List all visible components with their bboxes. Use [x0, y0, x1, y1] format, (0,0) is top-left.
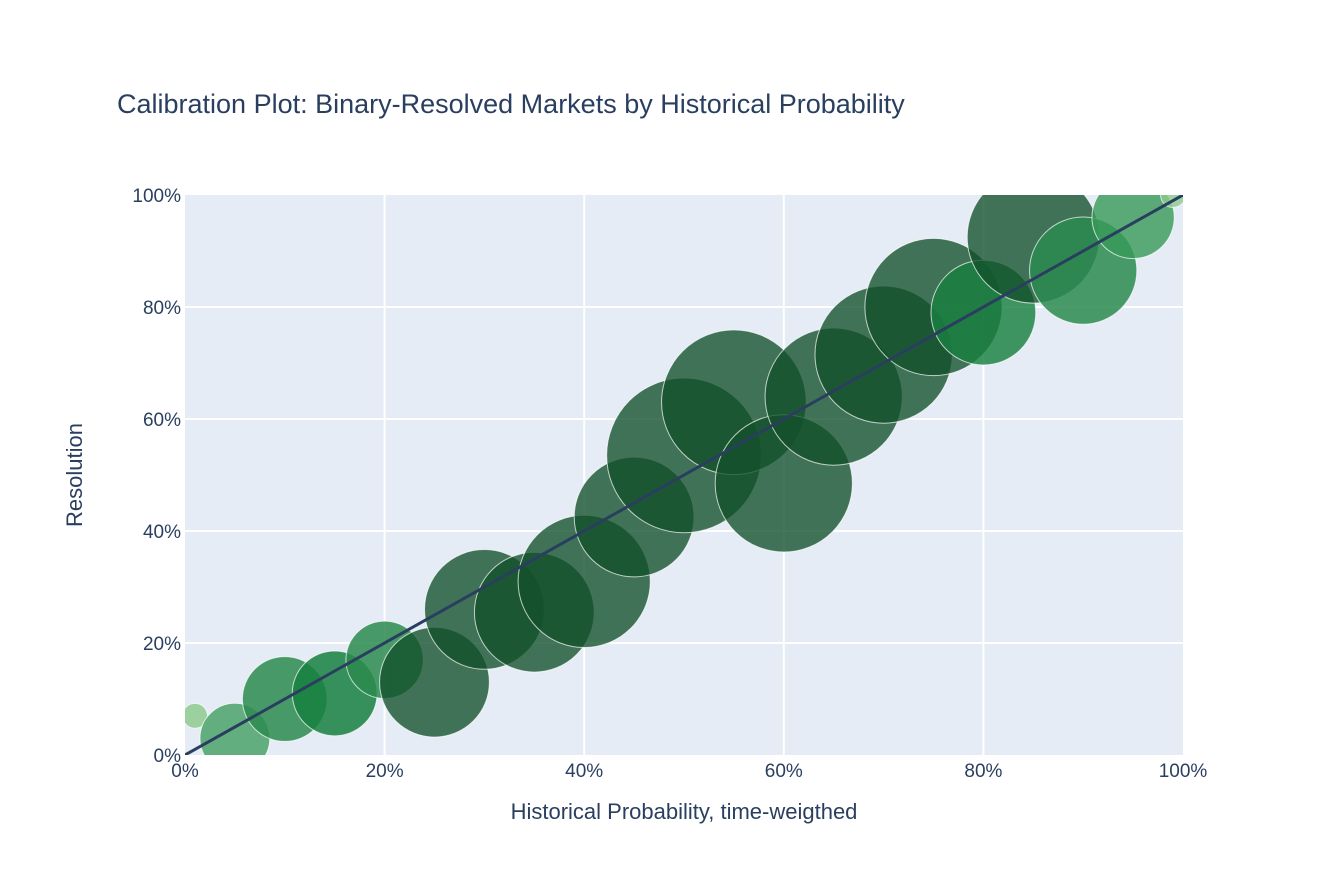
x-tick-label: 80%	[964, 761, 1002, 782]
y-tick-label: 80%	[143, 298, 181, 319]
y-axis-title: Resolution	[62, 423, 87, 527]
x-tick-label: 60%	[765, 761, 803, 782]
y-tick-label: 0%	[154, 746, 182, 767]
y-tick-label: 60%	[143, 410, 181, 431]
y-tick-label: 100%	[132, 186, 181, 207]
chart-title: Calibration Plot: Binary-Resolved Market…	[117, 89, 905, 119]
x-tick-label: 100%	[1159, 761, 1208, 782]
x-tick-label: 0%	[171, 761, 199, 782]
perfect-calibration-line	[185, 195, 1183, 755]
x-tick-label: 40%	[565, 761, 603, 782]
y-tick-labels: 0% 20% 40% 60% 80% 100%	[132, 186, 181, 767]
x-axis-title: Historical Probability, time-weigthed	[511, 799, 858, 824]
bubble-point	[1091, 195, 1175, 260]
y-tick-label: 40%	[143, 522, 181, 543]
x-tick-label: 20%	[366, 761, 404, 782]
x-tick-labels: 0% 20% 40% 60% 80% 100%	[171, 761, 1207, 782]
y-tick-label: 20%	[143, 634, 181, 655]
